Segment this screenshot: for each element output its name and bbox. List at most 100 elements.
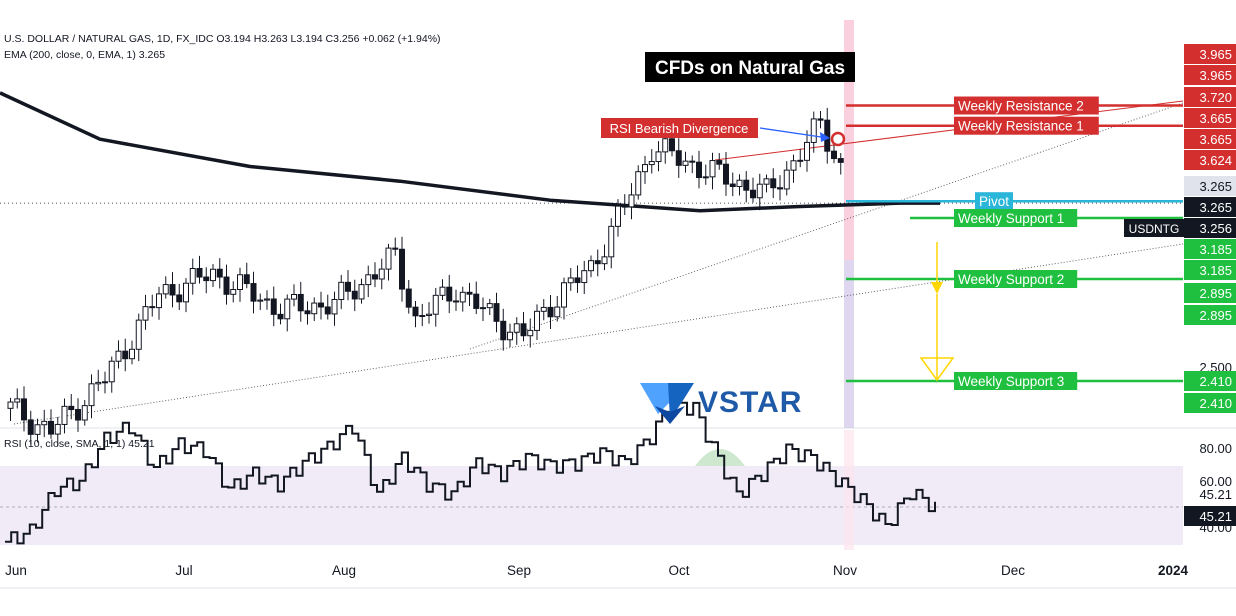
candle-body bbox=[345, 281, 351, 292]
time-axis-label: Oct bbox=[668, 563, 689, 578]
price-axis-label-bg bbox=[1184, 150, 1236, 170]
ema-header: EMA (200, close, 0, EMA, 1) 3.265 bbox=[4, 49, 165, 61]
trendlines bbox=[13, 100, 1184, 425]
candle-body bbox=[642, 164, 648, 173]
rsi-line bbox=[5, 400, 936, 545]
candle-body bbox=[27, 419, 34, 435]
rsi-axis-label: 60.00 bbox=[1199, 474, 1232, 489]
candle-body bbox=[405, 288, 412, 308]
price-axis-label: 3.965 bbox=[1199, 68, 1232, 83]
candle-body bbox=[723, 163, 729, 185]
candle-body bbox=[162, 284, 169, 295]
rsi-axis-label: 80.00 bbox=[1199, 441, 1232, 456]
time-axis-label: Aug bbox=[332, 563, 356, 578]
price-axis-label-bg bbox=[1184, 197, 1236, 217]
level-label-bg bbox=[954, 270, 1078, 289]
candle-body bbox=[203, 276, 210, 282]
price-axis-label-bg bbox=[1184, 87, 1236, 107]
candle-body bbox=[61, 405, 68, 425]
candle-body bbox=[500, 320, 507, 341]
candle-body bbox=[702, 176, 709, 179]
price-axis-label-bg bbox=[1184, 44, 1236, 64]
november-highlight-blue bbox=[844, 260, 854, 428]
price-axis-label-bg bbox=[1184, 393, 1236, 413]
candle-body bbox=[196, 267, 203, 278]
price-axis-label-bg bbox=[1184, 65, 1236, 85]
candle-body bbox=[561, 282, 567, 308]
november-highlight-red bbox=[844, 20, 854, 260]
candle-body bbox=[831, 150, 837, 160]
candle-body bbox=[540, 306, 547, 312]
price-axis-label: 3.185 bbox=[1199, 242, 1232, 257]
level-label: Weekly Support 1 bbox=[958, 211, 1064, 226]
rsi-band bbox=[0, 466, 1183, 545]
candle-body bbox=[169, 284, 176, 296]
candle-body bbox=[446, 286, 453, 302]
candle-body bbox=[790, 160, 797, 171]
level-label: Weekly Resistance 1 bbox=[958, 119, 1084, 134]
price-axis-label: 3.665 bbox=[1199, 132, 1232, 147]
candle-body bbox=[216, 268, 223, 278]
candle-body bbox=[14, 398, 21, 403]
candle-body bbox=[318, 302, 324, 308]
candle-body bbox=[68, 405, 75, 411]
price-axis-label: 2.410 bbox=[1199, 374, 1232, 389]
rsi-divergence-label-bg bbox=[601, 118, 758, 138]
level-label-bg bbox=[954, 209, 1078, 228]
candle-body bbox=[176, 294, 183, 303]
levels-group: Weekly Resistance 2 Weekly Resistance 1 Pi… bbox=[846, 96, 1183, 390]
candle-body bbox=[115, 350, 122, 362]
candle-body bbox=[129, 348, 135, 360]
time-axis-label: Dec bbox=[1001, 563, 1025, 578]
candle-body bbox=[7, 401, 14, 409]
candle-body bbox=[453, 300, 459, 303]
candle-body bbox=[466, 291, 473, 295]
rsi-axis-label: 45.21 bbox=[1199, 487, 1232, 502]
price-axis-label: 3.256 bbox=[1199, 221, 1232, 236]
time-axis-label: 2024 bbox=[1158, 563, 1189, 578]
candle-body bbox=[615, 205, 621, 227]
rsi-divergence-arrowhead bbox=[820, 132, 830, 142]
level-label-bg bbox=[954, 116, 1099, 135]
price-axis-label-bg bbox=[1184, 129, 1236, 149]
level-label: Weekly Support 3 bbox=[958, 374, 1064, 389]
price-axis-label-bg bbox=[1184, 108, 1236, 128]
candle-body bbox=[385, 247, 392, 270]
candle-body bbox=[696, 161, 702, 178]
time-axis: Jun Jul Aug Sep Oct Nov Dec 2024 bbox=[5, 563, 1188, 578]
level-label-bg bbox=[954, 96, 1099, 115]
candle-body bbox=[351, 290, 358, 300]
candle-body bbox=[655, 151, 662, 163]
candle-body bbox=[81, 405, 88, 421]
price-axis-label: 3.665 bbox=[1199, 111, 1232, 126]
candle-body bbox=[459, 291, 466, 303]
candle-body bbox=[797, 159, 804, 162]
candles-group bbox=[7, 107, 844, 447]
price-axis-label: 3.624 bbox=[1199, 153, 1232, 168]
candle-body bbox=[507, 331, 513, 341]
candle-body bbox=[750, 189, 756, 199]
candle-body bbox=[48, 420, 54, 435]
support-trendline-1 bbox=[13, 243, 1184, 425]
price-axis-label-bg bbox=[1184, 371, 1236, 391]
price-axis-label-bg bbox=[1184, 218, 1236, 238]
rsi-overbought-fill bbox=[695, 449, 745, 466]
candle-body bbox=[21, 398, 27, 421]
time-axis-label: Sep bbox=[507, 563, 531, 578]
candle-body bbox=[250, 283, 257, 302]
level-label: Weekly Support 2 bbox=[958, 272, 1064, 287]
candle-body bbox=[729, 183, 736, 188]
candle-body bbox=[270, 298, 277, 315]
rsi-divergence-label: RSI Bearish Divergence bbox=[610, 121, 749, 136]
candle-body bbox=[149, 306, 156, 309]
symbol-badge-bg bbox=[1124, 219, 1184, 237]
candle-body bbox=[156, 293, 162, 309]
candle-body bbox=[75, 409, 81, 421]
candle-body bbox=[284, 298, 291, 320]
level-label-bg bbox=[954, 372, 1078, 390]
candle-body bbox=[837, 158, 844, 163]
price-axis-label-bg bbox=[1184, 176, 1236, 196]
candle-body bbox=[810, 118, 817, 143]
candle-body bbox=[439, 286, 446, 296]
candle-body bbox=[527, 329, 534, 337]
